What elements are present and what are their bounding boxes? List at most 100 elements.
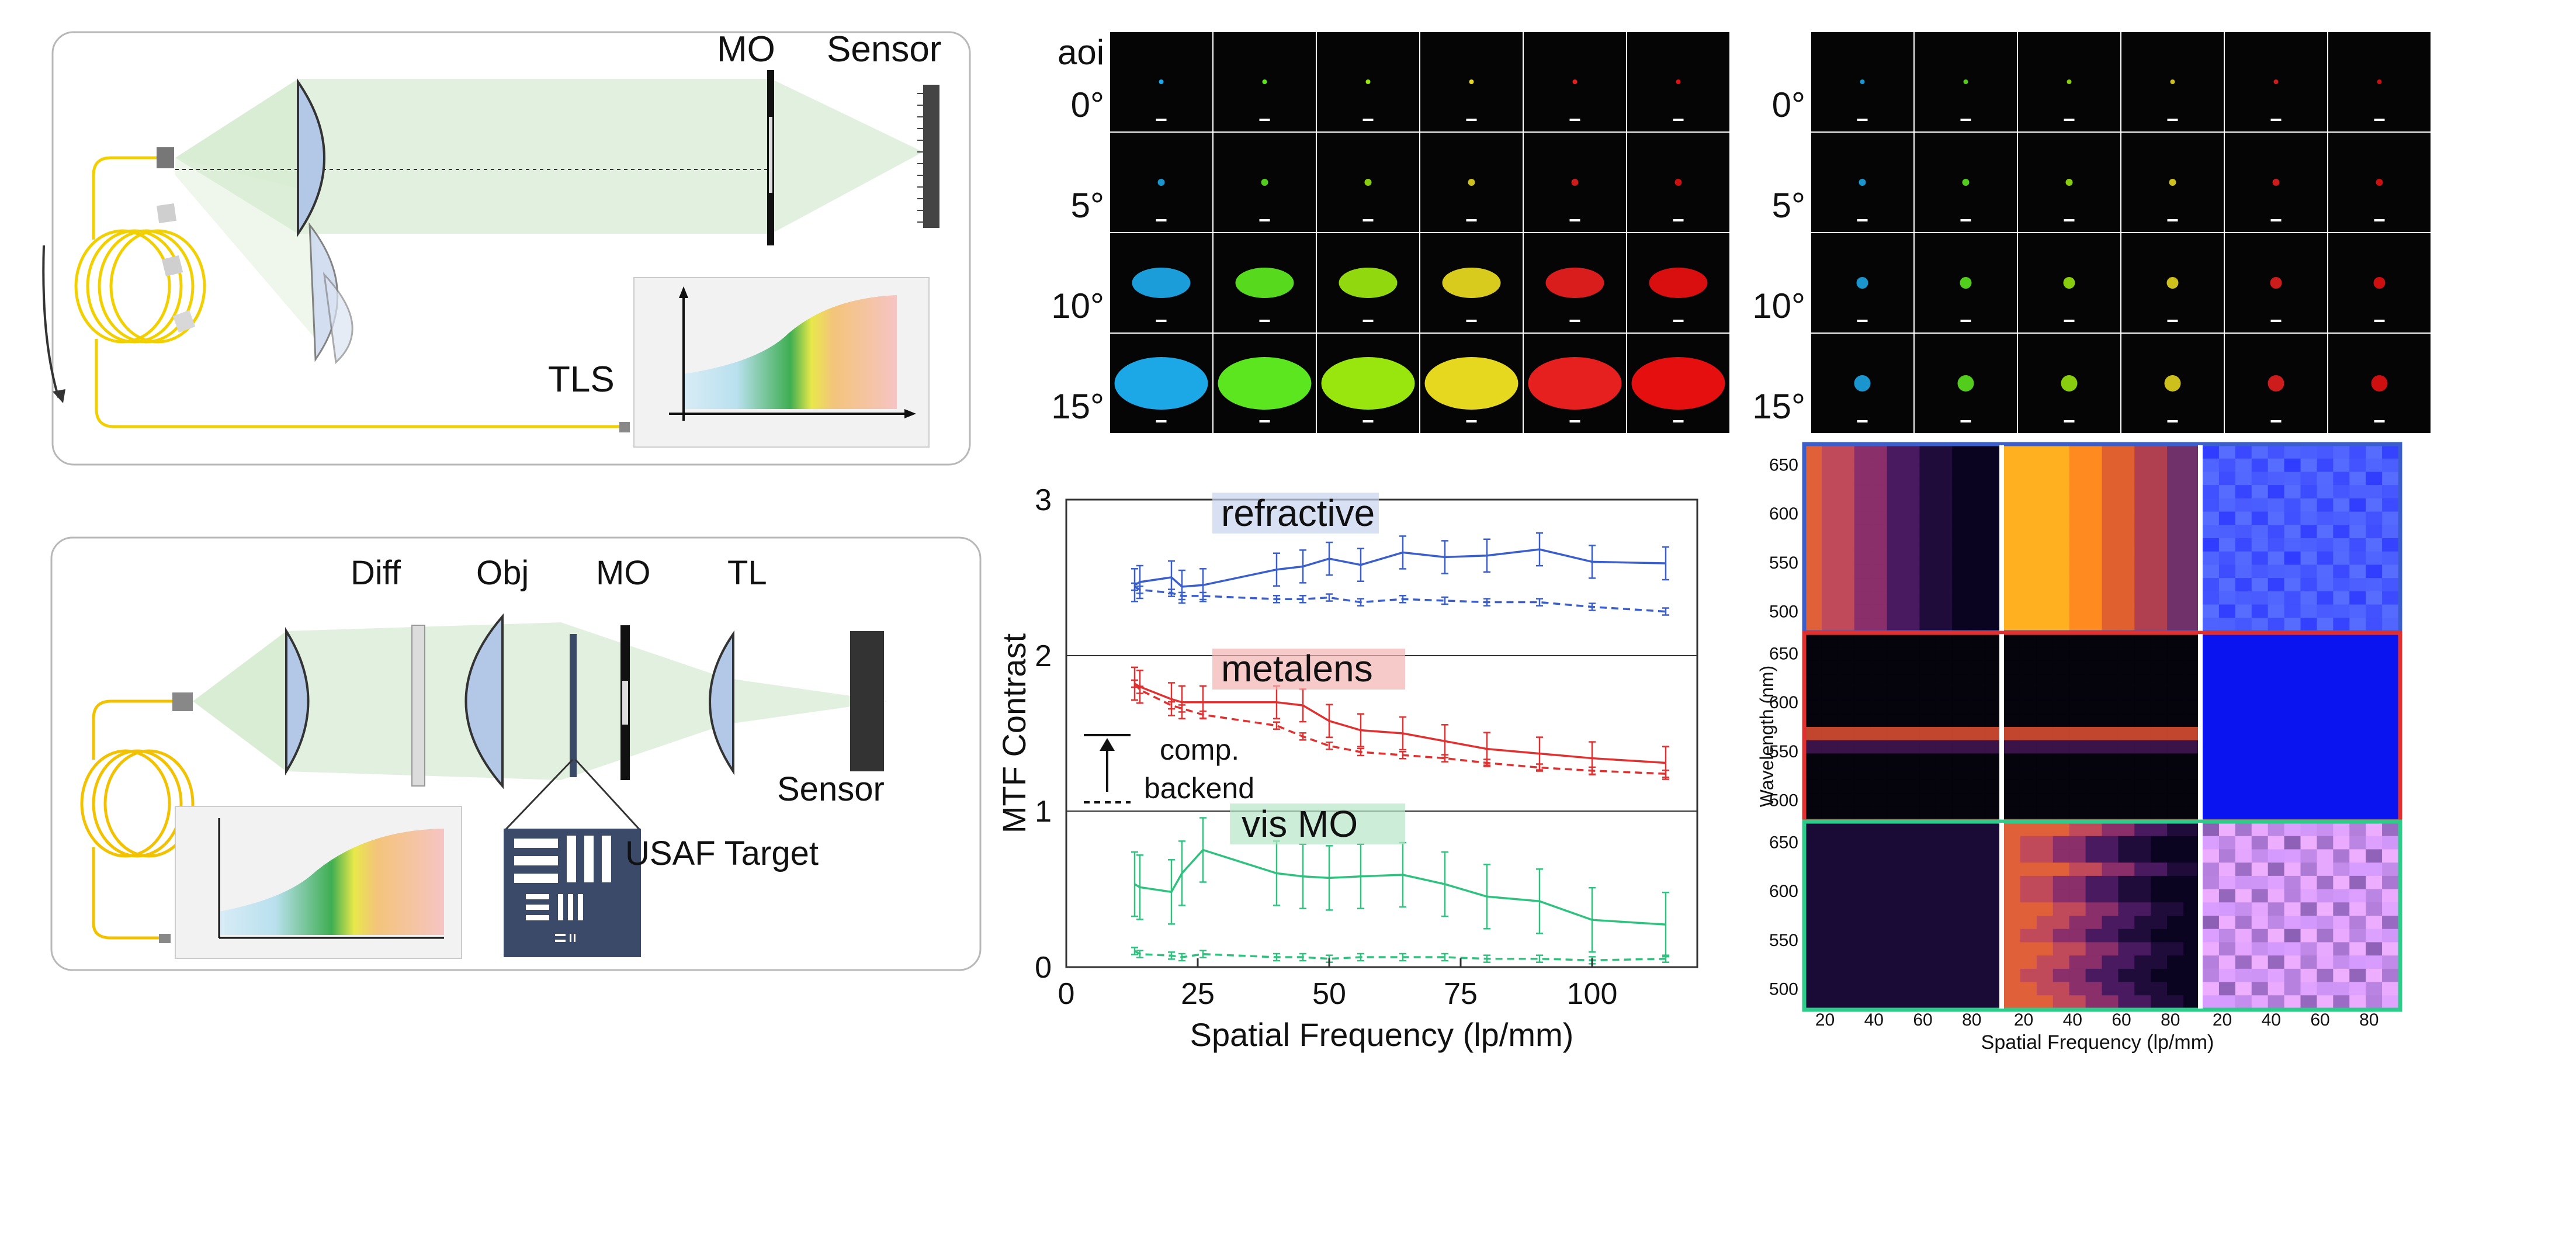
heatmap-pixel [2085, 687, 2103, 701]
heatmap-pixel [2102, 836, 2119, 850]
heatmap-pixel [1952, 687, 1969, 701]
heatmap-pixel [2366, 591, 2383, 605]
heatmap-pixel [2167, 995, 2184, 1009]
heatmap-pixel [2134, 647, 2151, 661]
heatmap-pixel [2069, 995, 2086, 1009]
heatmap-pixel [2333, 875, 2350, 890]
heatmap-pixel [2300, 780, 2318, 794]
aoi-row-label: 0° [1772, 85, 1805, 124]
heatmap-pixel [1821, 889, 1839, 903]
heatmap-pixel [2333, 753, 2350, 767]
heatmap-pixel [2020, 929, 2037, 943]
heatmap-pixel [2053, 634, 2070, 648]
heatmap-pixel [2382, 634, 2399, 648]
heatmap-pixel [1903, 458, 1920, 473]
heatmap-pixel [2102, 929, 2119, 943]
psf-spot [2268, 375, 2284, 392]
heatmap-pixel [2183, 849, 2200, 863]
heatmap-x-tick: 40 [1864, 1010, 1884, 1030]
heatmap-pixel [2134, 713, 2151, 728]
heatmap-pixel [2167, 929, 2184, 943]
label-obj: Obj [476, 554, 529, 592]
heatmap-pixel [1903, 929, 1920, 943]
heatmap-pixel [2069, 955, 2086, 969]
heatmap-pixel [1968, 634, 1985, 648]
heatmap-pixel [2085, 753, 2103, 767]
heatmap-pixel [1919, 564, 1936, 579]
heatmap-pixel [1837, 618, 1855, 632]
scale-bar [1569, 320, 1580, 322]
heatmap-pixel [1968, 687, 1985, 701]
heatmap-pixel [2004, 955, 2021, 969]
heatmap-pixel [2382, 753, 2399, 767]
heatmap-pixel [1936, 780, 1953, 794]
heatmap-pixel [1985, 995, 2002, 1009]
heatmap-pixel [2333, 687, 2350, 701]
y-tick-label: 3 [1035, 483, 1052, 517]
heatmap-pixel [1968, 995, 1985, 1009]
heatmap-pixel [2284, 687, 2301, 701]
heatmap-pixel [1985, 806, 2002, 820]
psf-spot [2061, 375, 2078, 392]
heatmap-pixel [2300, 753, 2318, 767]
heatmap-pixel [2382, 727, 2399, 741]
heatmap-pixel [2020, 942, 2037, 956]
heatmap-pixel [2268, 525, 2285, 539]
heatmap-pixel [2102, 995, 2119, 1009]
heatmap-pixel [2036, 445, 2054, 459]
heatmap-pixel [1919, 916, 1936, 930]
heatmap-pixel [1936, 634, 1953, 648]
tls-port [619, 422, 630, 432]
heatmap-pixel [2300, 955, 2318, 969]
heatmap-pixel [2053, 538, 2070, 552]
heatmap-pixel [1903, 727, 1920, 741]
heatmap-pixel [2069, 916, 2086, 930]
heatmap-pixel [1837, 578, 1855, 592]
heatmap-pixel [2102, 618, 2119, 632]
heatmap-pixel [2085, 445, 2103, 459]
heatmap-pixel [1968, 968, 1985, 983]
heatmap-pixel [2317, 472, 2334, 486]
heatmap-pixel [1919, 727, 1936, 741]
heatmap-pixel [1837, 700, 1855, 714]
heatmap-pixel [2349, 902, 2366, 916]
heatmap-pixel [2268, 823, 2285, 837]
heatmap-pixel [2317, 660, 2334, 674]
heatmap-pixel [2118, 942, 2135, 956]
heatmap-pixel [1903, 982, 1920, 996]
psf-spot [2272, 179, 2280, 186]
heatmap-pixel [2382, 955, 2399, 969]
heatmap-pixel [1936, 863, 1953, 877]
heatmap-pixel [2300, 836, 2318, 850]
heatmap-pixel [2235, 445, 2252, 459]
heatmap-pixel [2004, 823, 2021, 837]
heatmap-pixel [2183, 551, 2200, 566]
heatmap-pixel [2053, 564, 2070, 579]
heatmap-pixel [2366, 823, 2383, 837]
psf-spot [1261, 179, 1268, 186]
heatmap-pixel [2300, 902, 2318, 916]
heatmap-pixel [1805, 767, 1822, 781]
heatmap-pixel [2284, 740, 2301, 754]
heatmap-pixel [2004, 551, 2021, 566]
heatmap-pixel [2036, 578, 2054, 592]
heatmap-pixel [2053, 767, 2070, 781]
heatmap-pixel [1870, 604, 1888, 618]
psf-spot [1365, 79, 1371, 84]
heatmap-pixel [2085, 647, 2103, 661]
heatmap-pixel [2183, 591, 2200, 605]
heatmap-pixel [2235, 740, 2252, 754]
heatmap-pixel [2366, 836, 2383, 850]
heatmap-pixel [2284, 929, 2301, 943]
heatmap-pixel [1968, 591, 1985, 605]
heatmap-pixel [1805, 498, 1822, 512]
heatmap-pixel [2382, 604, 2399, 618]
legend-comp: comp. [1160, 733, 1239, 766]
heatmap-pixel [2251, 863, 2269, 877]
heatmap-pixel [1968, 538, 1985, 552]
heatmap-pixel [2333, 780, 2350, 794]
heatmap-pixel [2134, 727, 2151, 741]
heatmap-pixel [2300, 740, 2318, 754]
heatmap-pixel [2134, 836, 2151, 850]
